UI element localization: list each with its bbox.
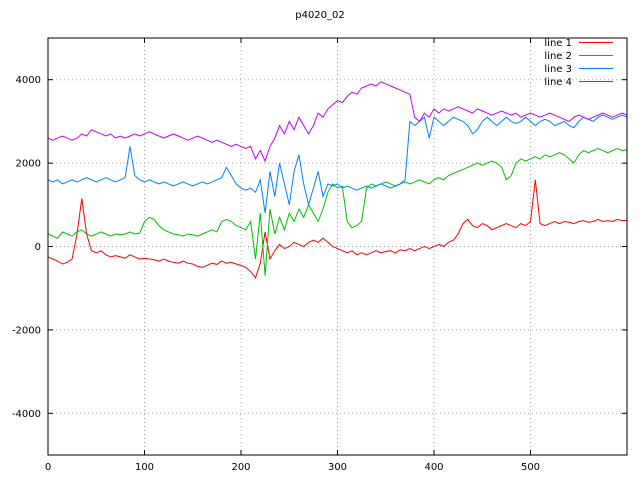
x-tick-label: 100 — [135, 462, 154, 473]
legend: line 1 line 2 line 3 line 4 — [544, 38, 613, 88]
legend-label: line 3 — [544, 64, 572, 75]
y-tick-label: 2000 — [16, 159, 41, 170]
y-tick-label: -4000 — [12, 409, 41, 420]
x-tick-label: 400 — [424, 462, 443, 473]
y-tick-label: 0 — [35, 242, 41, 253]
chart-title: p4020_02 — [295, 10, 345, 21]
legend-label: line 2 — [544, 51, 572, 62]
series-lines — [47, 81, 628, 279]
x-tick-label: 200 — [231, 462, 250, 473]
legend-label: line 4 — [544, 77, 572, 88]
x-tick-label: 0 — [45, 462, 51, 473]
y-tick-label: -2000 — [12, 325, 41, 336]
x-tick-label: 500 — [521, 462, 540, 473]
series-line-2 — [47, 147, 628, 276]
y-tick-label: 4000 — [16, 75, 41, 86]
series-line-4 — [47, 81, 628, 163]
legend-label: line 1 — [544, 38, 572, 49]
series-line-3 — [47, 114, 628, 214]
x-tick-label: 300 — [328, 462, 347, 473]
series-line-1 — [47, 179, 628, 279]
axes: 0 100 200 300 400 500 -4000 -2000 0 2000 4000 — [12, 37, 628, 473]
